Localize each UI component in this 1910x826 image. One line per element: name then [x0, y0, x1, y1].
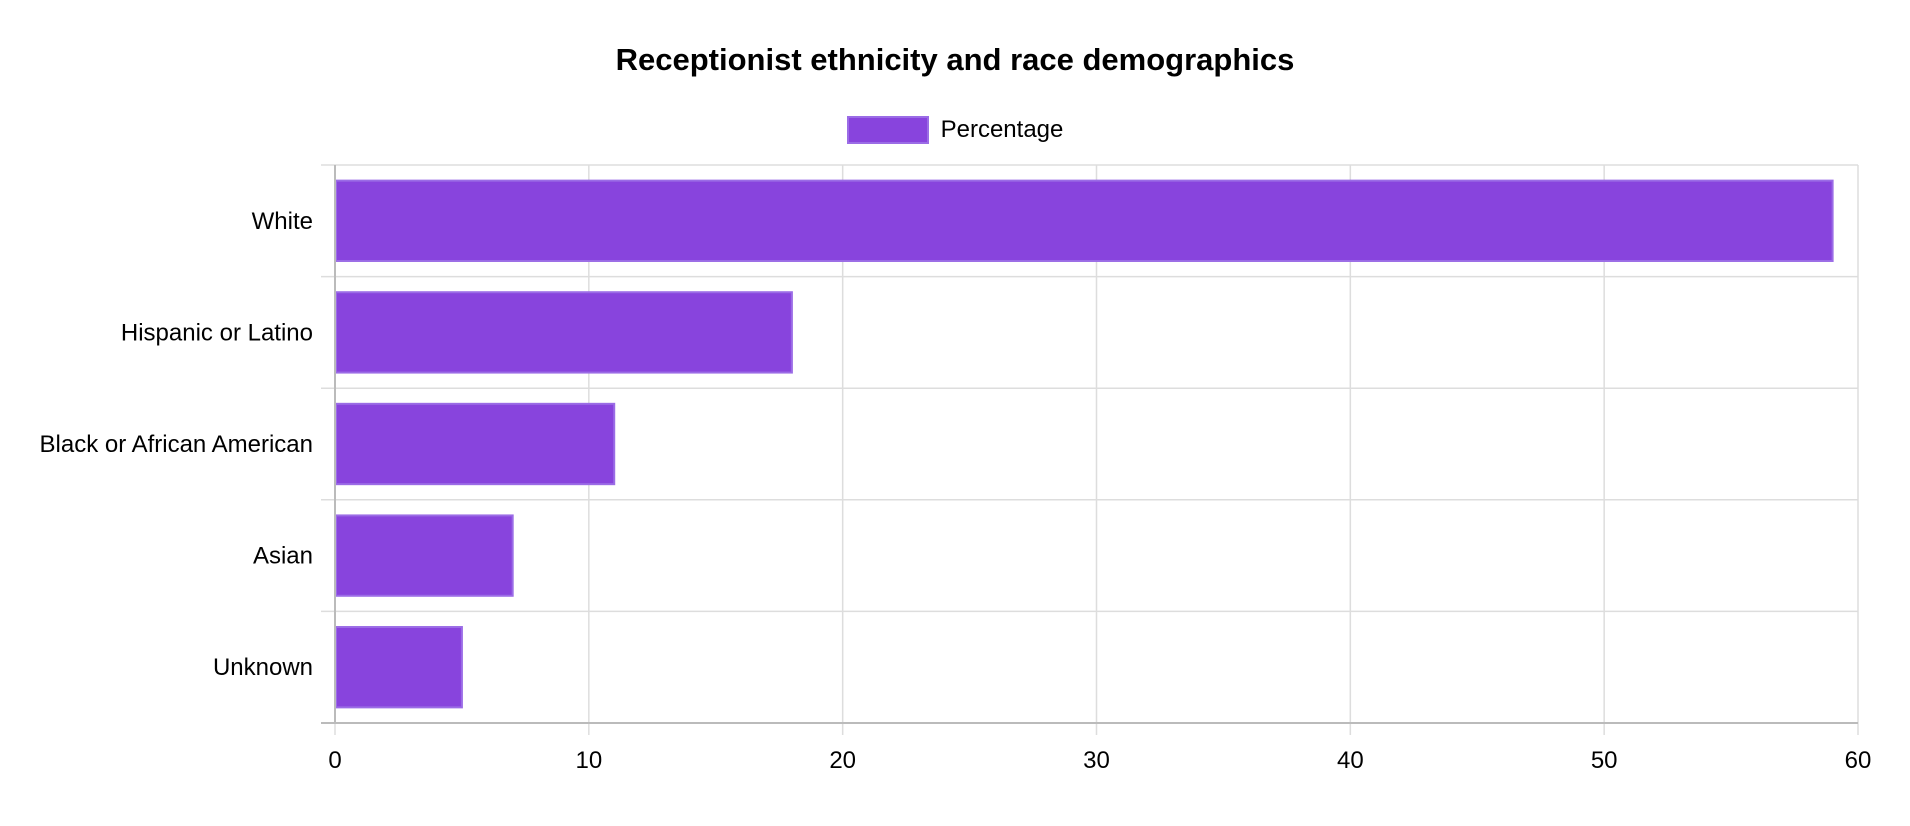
legend-swatch: [846, 116, 929, 144]
x-tick-label: 20: [829, 747, 856, 774]
bar: [335, 179, 1834, 262]
chart-legend[interactable]: Percentage: [0, 116, 1910, 144]
legend-label: Percentage: [940, 116, 1064, 143]
axis-layer: [321, 165, 1858, 724]
bar: [335, 291, 793, 374]
x-tick-label: 10: [575, 747, 602, 774]
x-tick-label: 0: [328, 747, 341, 774]
y-category-label: Asian: [253, 543, 313, 570]
chart-title: Receptionist ethnicity and race demograp…: [615, 42, 1295, 77]
labels-layer: 0 10 20 30 40 50 60 White Hispanic or Latino Blac…: [40, 208, 1872, 774]
bar: [335, 514, 514, 597]
x-tick-label: 40: [1337, 747, 1364, 774]
x-tick-label: 50: [1591, 747, 1618, 774]
y-category-label: White: [252, 208, 313, 235]
x-tick-label: 60: [1845, 747, 1872, 774]
bar: [335, 626, 463, 709]
x-tick-label: 30: [1083, 747, 1110, 774]
y-category-label: Hispanic or Latino: [121, 319, 313, 346]
bars-layer: [335, 179, 1834, 709]
y-category-label: Unknown: [213, 654, 313, 681]
bar: [335, 402, 616, 486]
y-category-label: Black or African American: [40, 431, 313, 458]
